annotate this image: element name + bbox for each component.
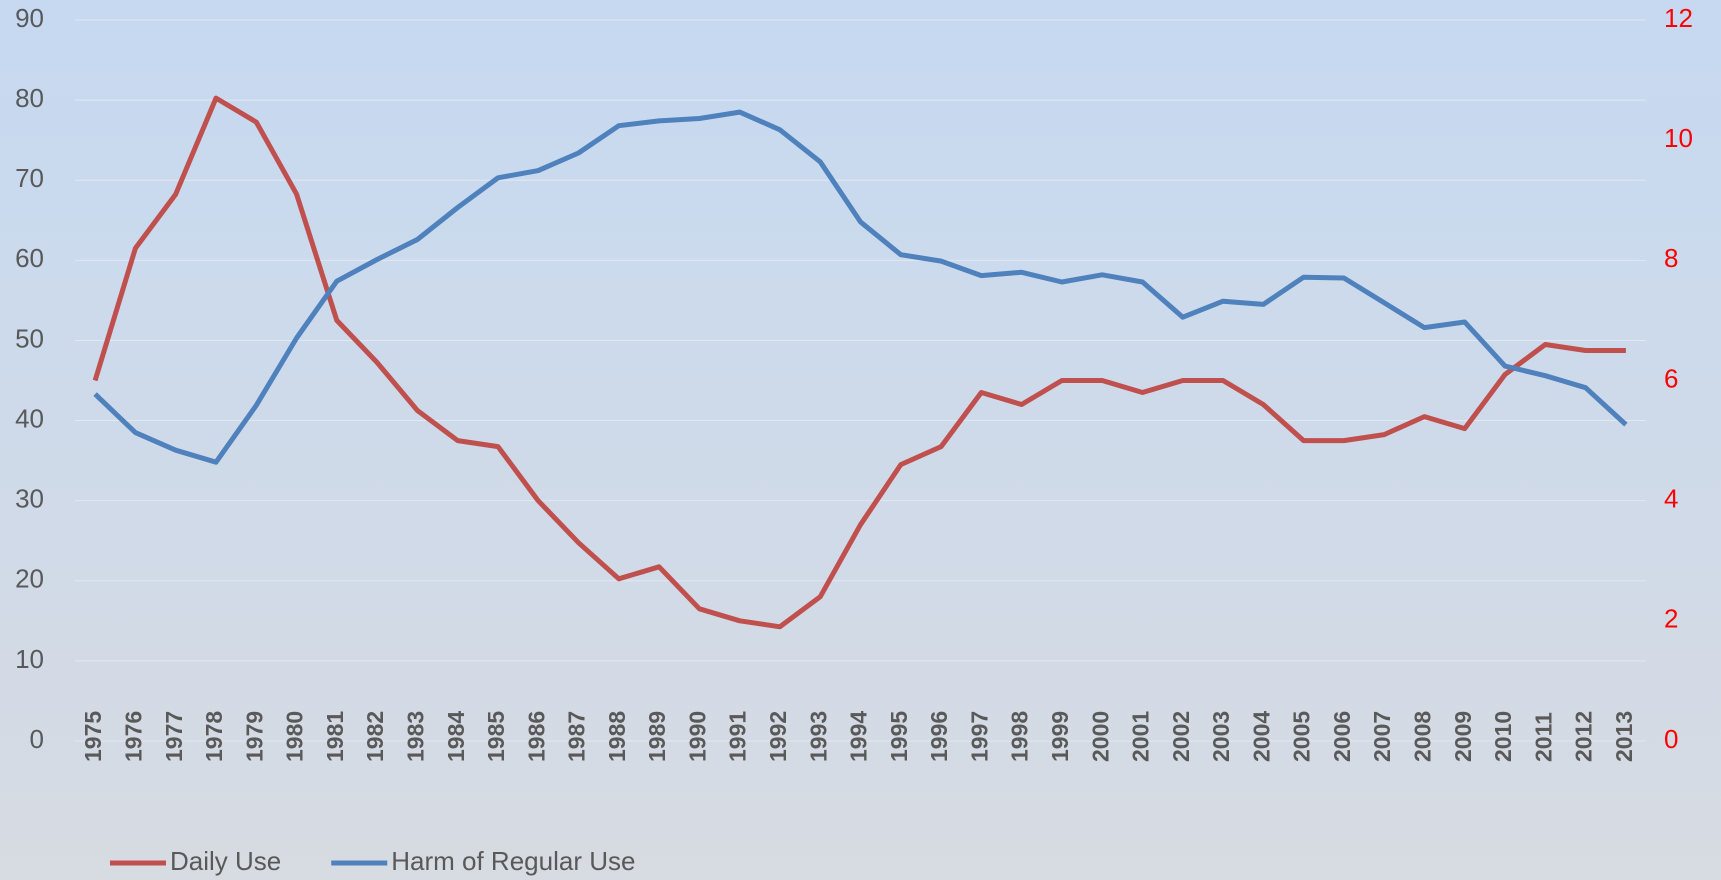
x-tick-label: 1975 bbox=[80, 711, 106, 762]
y2-tick-label: 4 bbox=[1664, 484, 1678, 514]
x-tick-label: 1985 bbox=[483, 711, 509, 762]
x-tick-label: 1998 bbox=[1007, 711, 1033, 762]
y2-tick-label: 10 bbox=[1664, 123, 1693, 153]
x-tick-label: 2008 bbox=[1410, 711, 1436, 762]
y-tick-label: 90 bbox=[15, 3, 44, 33]
x-tick-label: 1979 bbox=[241, 711, 267, 762]
x-tick-label: 1996 bbox=[926, 711, 952, 762]
x-tick-label: 2001 bbox=[1128, 711, 1154, 762]
series-line bbox=[93, 109, 1628, 465]
x-tick-label: 2002 bbox=[1168, 711, 1194, 762]
x-tick-label: 1991 bbox=[725, 711, 751, 762]
x-tick-label: 1978 bbox=[201, 711, 227, 762]
x-tick-label: 1995 bbox=[886, 711, 912, 762]
x-tick-label: 2010 bbox=[1490, 711, 1516, 762]
x-tick-label: 1987 bbox=[564, 711, 590, 762]
y2-tick-label: 0 bbox=[1664, 724, 1678, 754]
legend-label: Harm of Regular Use bbox=[391, 846, 635, 876]
x-tick-label: 1994 bbox=[846, 711, 872, 762]
x-tick-label: 2004 bbox=[1248, 711, 1274, 762]
x-tick-label: 2012 bbox=[1571, 711, 1597, 762]
y2-tick-label: 8 bbox=[1664, 243, 1678, 273]
x-tick-label: 1980 bbox=[282, 711, 308, 762]
legend-item: Harm of Regular Use bbox=[331, 846, 635, 876]
y2-tick-label: 12 bbox=[1664, 3, 1693, 33]
x-tick-label: 2011 bbox=[1530, 712, 1556, 762]
y-tick-label: 0 bbox=[30, 724, 44, 754]
legend-label: Daily Use bbox=[170, 846, 281, 876]
x-tick-label: 1990 bbox=[684, 711, 710, 762]
x-tick-label: 1976 bbox=[121, 711, 147, 762]
x-tick-label: 1977 bbox=[161, 711, 187, 762]
x-tick-label: 1983 bbox=[402, 711, 428, 762]
y-tick-label: 20 bbox=[15, 564, 44, 594]
x-tick-label: 1989 bbox=[644, 711, 670, 762]
y-tick-label: 10 bbox=[15, 644, 44, 674]
x-tick-label: 1997 bbox=[966, 711, 992, 762]
x-tick-label: 1982 bbox=[362, 711, 388, 762]
legend-item: Daily Use bbox=[110, 846, 281, 876]
x-tick-label: 2007 bbox=[1369, 711, 1395, 762]
y-tick-label: 30 bbox=[15, 484, 44, 514]
x-tick-label: 1993 bbox=[805, 711, 831, 762]
x-tick-label: 2009 bbox=[1450, 711, 1476, 762]
y2-tick-label: 6 bbox=[1664, 363, 1678, 393]
x-tick-label: 1992 bbox=[765, 711, 791, 762]
x-tick-label: 1999 bbox=[1047, 711, 1073, 762]
x-tick-label: 2013 bbox=[1611, 711, 1637, 762]
x-tick-label: 1984 bbox=[443, 711, 469, 762]
x-tick-label: 1988 bbox=[604, 711, 630, 762]
y-tick-label: 60 bbox=[15, 243, 44, 273]
x-tick-label: 1986 bbox=[523, 711, 549, 762]
y-tick-label: 80 bbox=[15, 83, 44, 113]
series-line bbox=[92, 95, 1626, 630]
y2-tick-label: 2 bbox=[1664, 604, 1678, 634]
y-tick-label: 40 bbox=[15, 403, 44, 433]
x-tick-label: 2005 bbox=[1289, 711, 1315, 762]
x-tick-label: 2003 bbox=[1208, 711, 1234, 762]
x-tick-label: 1981 bbox=[322, 711, 348, 762]
y-tick-label: 70 bbox=[15, 163, 44, 193]
x-tick-label: 2006 bbox=[1329, 711, 1355, 762]
y-tick-label: 50 bbox=[15, 323, 44, 353]
x-tick-label: 2000 bbox=[1087, 711, 1113, 762]
